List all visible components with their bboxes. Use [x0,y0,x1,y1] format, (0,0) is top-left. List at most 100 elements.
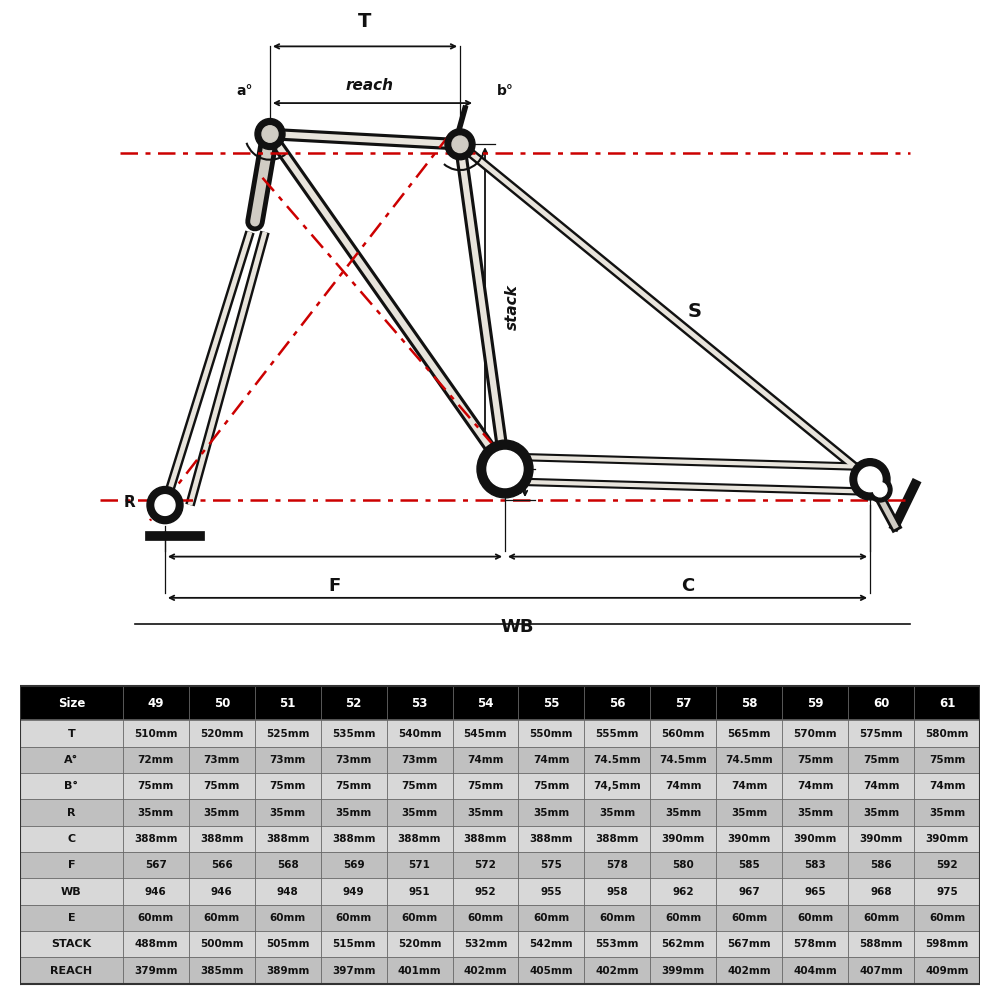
Text: WB: WB [61,887,82,897]
Text: STACK: STACK [51,939,91,949]
Text: 962: 962 [672,887,694,897]
Text: 946: 946 [145,887,167,897]
Text: 409mm: 409mm [925,966,969,976]
Text: 56: 56 [609,697,626,710]
Text: 35mm: 35mm [467,808,504,818]
Text: 74mm: 74mm [929,781,965,791]
Text: 73mm: 73mm [335,755,372,765]
Text: 73mm: 73mm [204,755,240,765]
Text: 542mm: 542mm [530,939,573,949]
Text: 390mm: 390mm [793,834,837,844]
Circle shape [155,495,175,515]
Text: 35mm: 35mm [138,808,174,818]
Text: A°: A° [64,755,79,765]
Bar [20,957,980,984]
Text: 49: 49 [148,697,164,710]
Text: 75mm: 75mm [467,781,504,791]
Text: 74mm: 74mm [533,755,570,765]
Text: 402mm: 402mm [727,966,771,976]
Text: 60mm: 60mm [863,913,899,923]
Text: 75mm: 75mm [335,781,372,791]
Text: 60mm: 60mm [731,913,767,923]
Text: 949: 949 [343,887,364,897]
Text: 35mm: 35mm [929,808,965,818]
Text: 571: 571 [409,860,430,870]
Bar [20,905,980,931]
Text: 951: 951 [409,887,430,897]
Circle shape [487,450,523,488]
Text: E: E [512,482,522,497]
Text: 525mm: 525mm [266,729,309,739]
Text: R: R [67,808,76,818]
Text: 54: 54 [477,697,494,710]
Text: 402mm: 402mm [464,966,507,976]
Text: 75mm: 75mm [204,781,240,791]
Text: 61: 61 [939,697,955,710]
Text: 388mm: 388mm [464,834,507,844]
Text: 545mm: 545mm [464,729,507,739]
Text: 975: 975 [936,887,958,897]
Text: 388mm: 388mm [200,834,244,844]
Text: 565mm: 565mm [727,729,771,739]
Text: T: T [358,12,372,31]
Text: S: S [688,302,702,321]
Bar [20,773,980,799]
Text: 560mm: 560mm [662,729,705,739]
Text: 35mm: 35mm [401,808,438,818]
Text: 402mm: 402mm [596,966,639,976]
Circle shape [452,136,468,153]
Text: 388mm: 388mm [134,834,178,844]
Text: 74.5mm: 74.5mm [725,755,773,765]
Text: 586: 586 [870,860,892,870]
Text: 74mm: 74mm [731,781,767,791]
Text: 60mm: 60mm [599,913,635,923]
Text: T: T [68,729,75,739]
Text: 562mm: 562mm [662,939,705,949]
Text: 379mm: 379mm [134,966,178,976]
Text: 405mm: 405mm [530,966,573,976]
Text: 60mm: 60mm [401,913,438,923]
Text: 75mm: 75mm [270,781,306,791]
Text: 952: 952 [475,887,496,897]
Text: 390mm: 390mm [859,834,903,844]
Text: 60: 60 [873,697,889,710]
Text: 555mm: 555mm [596,729,639,739]
Text: 35mm: 35mm [270,808,306,818]
Text: 75mm: 75mm [863,755,899,765]
Text: 598mm: 598mm [925,939,969,949]
Text: 578mm: 578mm [793,939,837,949]
Text: 74.5mm: 74.5mm [593,755,641,765]
Text: 75mm: 75mm [929,755,965,765]
Text: 57: 57 [675,697,691,710]
Text: 488mm: 488mm [134,939,178,949]
Text: 51: 51 [280,697,296,710]
Text: 965: 965 [804,887,826,897]
Text: 575mm: 575mm [859,729,903,739]
Text: 72mm: 72mm [138,755,174,765]
Text: 510mm: 510mm [134,729,178,739]
Text: b°: b° [497,84,513,98]
Text: 60mm: 60mm [797,913,833,923]
Circle shape [147,487,183,524]
Text: 580: 580 [672,860,694,870]
Text: 35mm: 35mm [863,808,899,818]
Bar [20,747,980,773]
Bar [20,826,980,852]
Text: 401mm: 401mm [398,966,441,976]
Text: E: E [68,913,75,923]
Text: 404mm: 404mm [793,966,837,976]
Text: a°: a° [237,84,253,98]
Circle shape [858,467,882,492]
Text: 967: 967 [738,887,760,897]
Text: 53: 53 [411,697,428,710]
Text: F: F [329,577,341,595]
Text: 73mm: 73mm [270,755,306,765]
Bar [20,852,980,878]
Text: 946: 946 [211,887,233,897]
Text: 968: 968 [870,887,892,897]
Text: 500mm: 500mm [200,939,244,949]
Bar [20,686,980,720]
Text: 35mm: 35mm [533,808,570,818]
Text: 578: 578 [606,860,628,870]
Text: 75mm: 75mm [797,755,833,765]
